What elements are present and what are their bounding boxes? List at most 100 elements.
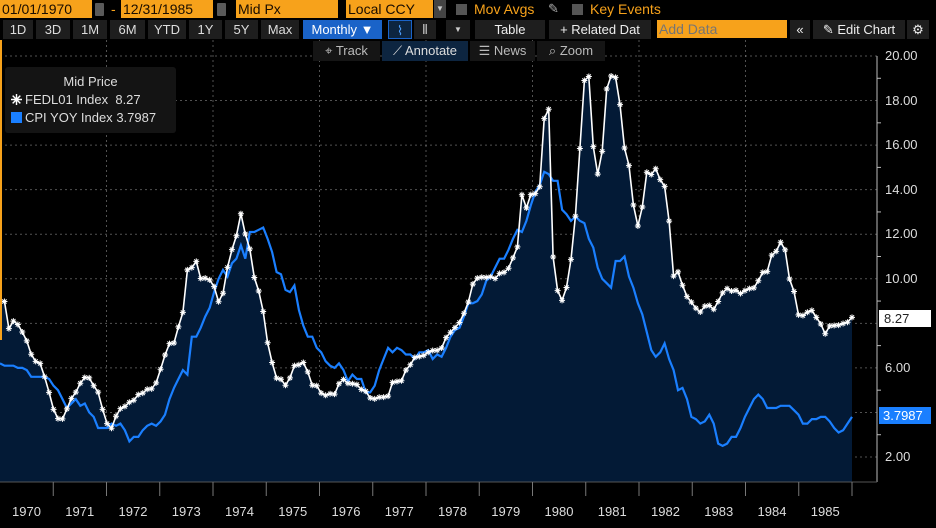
fedl01-data-point	[246, 245, 253, 252]
y-tick-label: 10.00	[885, 270, 918, 286]
fedl01-data-point	[746, 285, 753, 292]
y-tick-label: 14.00	[885, 181, 918, 197]
end-date-input[interactable]: 12/31/1985	[121, 0, 213, 18]
fedl01-data-point	[670, 273, 677, 280]
field-select[interactable]: Mid Px	[236, 0, 338, 18]
fedl01-data-point	[117, 405, 124, 412]
fedl01-data-point	[563, 284, 570, 291]
fedl01-data-point	[456, 319, 463, 326]
fedl01-data-point	[505, 265, 512, 272]
fedl01-data-point	[764, 268, 771, 275]
pencil-icon[interactable]: ✎	[548, 1, 559, 16]
fedl01-data-point	[554, 287, 561, 294]
range-1d-button[interactable]: 1D	[3, 20, 33, 39]
x-tick-label: 1979	[491, 504, 521, 519]
range-3d-button[interactable]: 3D	[36, 20, 70, 39]
tab-news[interactable]: ☰ News	[470, 41, 535, 61]
mov-avgs-label[interactable]: Mov Avgs	[474, 1, 535, 17]
fedl01-data-point	[576, 145, 583, 152]
annotate-icon: ⟋	[392, 43, 405, 58]
fedl01-data-point	[126, 399, 133, 406]
chevron-down-icon[interactable]: ▼	[446, 20, 470, 39]
fedl01-data-point	[367, 394, 374, 401]
legend-value: 3.7987	[116, 110, 157, 125]
fedl01-data-point	[813, 314, 820, 321]
fedl01-data-point	[197, 275, 204, 282]
fedl01-data-point	[822, 330, 829, 337]
fedl01-data-point	[612, 74, 619, 81]
fedl01-data-point	[264, 339, 271, 346]
fedl01-data-point	[652, 165, 659, 172]
collapse-icon[interactable]: «	[790, 20, 810, 39]
fedl01-data-point	[1, 298, 8, 305]
fedl01-data-point	[608, 73, 615, 80]
range-6m-button[interactable]: 6M	[110, 20, 145, 39]
add-data-input[interactable]	[657, 20, 787, 38]
fedl01-data-point	[518, 191, 525, 198]
x-tick-label: 1976	[331, 504, 361, 519]
x-tick-label: 1981	[597, 504, 627, 519]
fedl01-data-point	[344, 380, 351, 387]
x-tick-label: 1983	[704, 504, 734, 519]
fedl01-data-point	[170, 339, 177, 346]
fedl01-data-point	[773, 248, 780, 255]
fedl01-data-point	[599, 148, 606, 155]
fedl01-data-point	[791, 288, 798, 295]
fedl01-data-point	[228, 246, 235, 253]
legend-item-cpi[interactable]: CPI YOY Index 3.7987	[11, 109, 170, 127]
calendar-icon[interactable]	[95, 3, 104, 16]
range-1m-button[interactable]: 1M	[73, 20, 107, 39]
axis-ticks	[52, 77, 881, 496]
tab-label: Zoom	[559, 43, 594, 58]
line-chart-icon[interactable]: ⌇	[388, 20, 412, 39]
calendar-icon[interactable]	[217, 3, 226, 16]
range-ytd-button[interactable]: YTD	[148, 20, 186, 39]
fedl01-data-point	[460, 310, 467, 317]
fedl01-data-point	[559, 297, 566, 304]
fedl01-data-point	[130, 397, 137, 404]
legend-item-fedl01[interactable]: FEDL01 Index 8.27	[11, 91, 170, 109]
fedl01-data-point	[327, 390, 334, 397]
fedl01-data-point	[224, 264, 231, 271]
range-5y-button[interactable]: 5Y	[225, 20, 258, 39]
fedl01-data-point	[844, 319, 851, 326]
frequency-dropdown[interactable]: Monthly ▼	[303, 20, 382, 39]
tab-zoom[interactable]: ⌕ Zoom	[537, 41, 605, 61]
fedl01-data-point	[193, 258, 200, 265]
mov-avgs-checkbox[interactable]	[456, 4, 467, 15]
key-events-checkbox[interactable]	[572, 4, 583, 15]
fedl01-data-point	[121, 403, 128, 410]
tab-annotate[interactable]: ⟋ Annotate	[382, 41, 468, 61]
legend-label: FEDL01 Index	[25, 92, 109, 107]
fedl01-data-point	[581, 77, 588, 84]
candlestick-icon[interactable]: ⫴	[414, 20, 436, 39]
fedl01-data-point	[755, 277, 762, 284]
magnifier-icon: ⌕	[548, 43, 560, 58]
fedl01-data-point	[617, 101, 624, 108]
fedl01-data-point	[41, 373, 48, 380]
y-tick-label: 16.00	[885, 137, 918, 153]
range-1y-button[interactable]: 1Y	[189, 20, 222, 39]
related-data-button[interactable]: + Related Dat	[549, 20, 651, 39]
fedl01-data-point	[840, 320, 847, 327]
tab-track[interactable]: ⌖ Track	[313, 41, 380, 61]
fedl01-data-point	[447, 329, 454, 336]
currency-select[interactable]: Local CCY	[346, 0, 433, 18]
fedl01-data-point	[523, 204, 530, 211]
fedl01-data-point	[242, 230, 249, 237]
range-max-button[interactable]: Max	[261, 20, 299, 39]
edit-chart-button[interactable]: ✎ Edit Chart	[813, 20, 905, 39]
key-events-label[interactable]: Key Events	[590, 1, 661, 17]
x-tick-label: 1980	[544, 504, 574, 519]
start-date-input[interactable]: 01/01/1970	[0, 0, 92, 18]
fedl01-data-point	[710, 306, 717, 313]
fedl01-data-point	[657, 176, 664, 183]
table-button[interactable]: Table	[475, 20, 545, 39]
fedl01-data-point	[737, 290, 744, 297]
fedl01-data-point	[322, 392, 329, 399]
fedl01-data-point	[331, 391, 338, 398]
fedl01-data-point	[349, 380, 356, 387]
chevron-down-icon[interactable]: ▼	[434, 0, 446, 18]
gear-icon[interactable]: ⚙	[907, 20, 929, 39]
